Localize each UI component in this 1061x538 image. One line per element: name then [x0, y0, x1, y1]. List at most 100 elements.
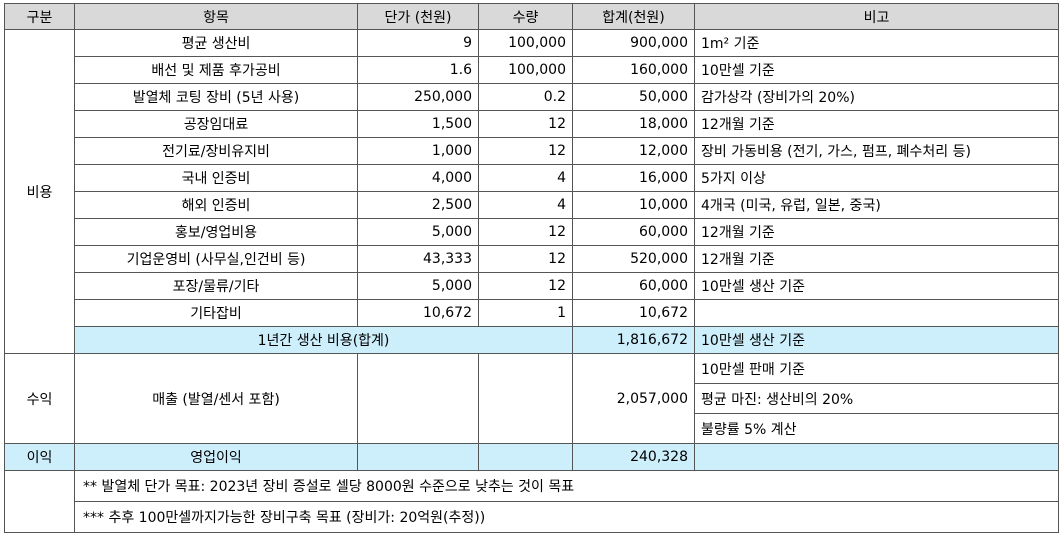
header-category: 구분: [4, 3, 75, 30]
quantity-cell: 12: [478, 272, 573, 300]
unit-price-cell: 250,000: [357, 83, 479, 111]
header-quantity: 수량: [478, 3, 573, 30]
remarks-cell: 5가지 이상: [694, 164, 1059, 192]
item-cell: 국내 인증비: [74, 164, 358, 192]
unit-price-cell: 2,500: [357, 191, 479, 219]
cost-table: 구분 항목 단가 (천원) 수량 합계(천원) 비고 비용 평균 생산비 9 1…: [4, 3, 1059, 533]
item-cell: 배선 및 제품 후가공비: [74, 56, 358, 84]
item-cell: 공장임대료: [74, 110, 358, 138]
revenue-unit-price-empty: [357, 353, 479, 444]
table-row: 홍보/영업비용 5,000 12 60,000 12개월 기준: [5, 218, 1059, 246]
revenue-total: 2,057,000: [572, 353, 695, 444]
remarks-cell: 12개월 기준: [694, 110, 1059, 138]
remarks-cell: 12개월 기준: [694, 218, 1059, 246]
revenue-quantity-empty: [478, 353, 573, 444]
revenue-remarks: 평균 마진: 생산비의 20%: [694, 383, 1059, 414]
remarks-cell: 10만셀 기준: [694, 56, 1059, 84]
revenue-row: 불량률 5% 계산: [5, 413, 1059, 444]
item-cell: 기타잡비: [74, 299, 358, 327]
footnote-text: *** 추후 100만셀까지가능한 장비구축 목표 (장비가: 20억원(추정)…: [74, 501, 1059, 533]
quantity-cell: 1: [478, 299, 573, 327]
footnote-row: ** 발열체 단가 목표: 2023년 장비 증설로 셀당 8000원 수준으로…: [4, 470, 1059, 533]
table-row: 전기료/장비유지비 1,000 12 12,000 장비 가동비용 (전기, 가…: [5, 137, 1059, 165]
total-cell: 160,000: [572, 56, 695, 84]
profit-item: 영업이익: [74, 443, 358, 471]
footnote-category-empty: [4, 470, 75, 533]
remarks-cell: 10만셀 생산 기준: [694, 272, 1059, 300]
revenue-remarks: 10만셀 판매 기준: [694, 353, 1059, 384]
remarks-cell: [694, 299, 1059, 327]
table-row: 국내 인증비 4,000 4 16,000 5가지 이상: [5, 164, 1059, 192]
unit-price-cell: 43,333: [357, 245, 479, 273]
total-cell: 10,000: [572, 191, 695, 219]
unit-price-cell: 1,500: [357, 110, 479, 138]
revenue-item: 매출 (발열/센서 포함): [74, 353, 358, 444]
profit-row: 이익 영업이익 240,328: [4, 443, 1059, 471]
quantity-cell: 100,000: [478, 56, 573, 84]
revenue-row: 평균 마진: 생산비의 20%: [5, 383, 1059, 414]
subtotal-remarks: 10만셀 생산 기준: [694, 326, 1059, 354]
header-total: 합계(천원): [572, 3, 695, 30]
total-cell: 50,000: [572, 83, 695, 111]
remarks-cell: 감가상각 (장비가의 20%): [694, 83, 1059, 111]
profit-section-label: 이익: [4, 443, 75, 471]
header-remarks: 비고: [694, 3, 1059, 30]
subtotal-label: 1년간 생산 비용(합계): [74, 326, 573, 354]
table-row: 공장임대료 1,500 12 18,000 12개월 기준: [5, 110, 1059, 138]
unit-price-cell: 1,000: [357, 137, 479, 165]
footnote-text: ** 발열체 단가 목표: 2023년 장비 증설로 셀당 8000원 수준으로…: [74, 470, 1059, 502]
table-row: 기업운영비 (사무실,인건비 등) 43,333 12 520,000 12개월…: [5, 245, 1059, 273]
item-cell: 발열체 코팅 장비 (5년 사용): [74, 83, 358, 111]
quantity-cell: 12: [478, 137, 573, 165]
remarks-cell: 장비 가동비용 (전기, 가스, 펌프, 폐수처리 등): [694, 137, 1059, 165]
item-cell: 전기료/장비유지비: [74, 137, 358, 165]
profit-quantity-empty: [478, 443, 573, 471]
item-cell: 홍보/영업비용: [74, 218, 358, 246]
profit-remarks-empty: [694, 443, 1059, 471]
header-row: 구분 항목 단가 (천원) 수량 합계(천원) 비고: [4, 3, 1059, 30]
table-row: 비용 평균 생산비 9 100,000 900,000 1m² 기준: [4, 29, 1059, 354]
quantity-cell: 12: [478, 218, 573, 246]
revenue-row: 수익 매출 (발열/센서 포함) 2,057,000 10만셀 판매 기준: [4, 353, 1059, 444]
item-cell: 기업운영비 (사무실,인건비 등): [74, 245, 358, 273]
revenue-section-label: 수익: [4, 353, 75, 444]
header-unit-price: 단가 (천원): [357, 3, 479, 30]
profit-total: 240,328: [572, 443, 695, 471]
total-cell: 900,000: [572, 29, 695, 57]
total-cell: 60,000: [572, 218, 695, 246]
unit-price-cell: 9: [357, 29, 479, 57]
total-cell: 16,000: [572, 164, 695, 192]
subtotal-total: 1,816,672: [572, 326, 695, 354]
unit-price-cell: 5,000: [357, 272, 479, 300]
cost-section-label: 비용: [4, 29, 75, 354]
remarks-cell: 4개국 (미국, 유럽, 일본, 중국): [694, 191, 1059, 219]
quantity-cell: 12: [478, 110, 573, 138]
total-cell: 18,000: [572, 110, 695, 138]
unit-price-cell: 1.6: [357, 56, 479, 84]
table-row: 발열체 코팅 장비 (5년 사용) 250,000 0.2 50,000 감가상…: [5, 83, 1059, 111]
table-row: 배선 및 제품 후가공비 1.6 100,000 160,000 10만셀 기준: [5, 56, 1059, 84]
footnote-row: *** 추후 100만셀까지가능한 장비구축 목표 (장비가: 20억원(추정)…: [5, 501, 1059, 533]
subtotal-row: 1년간 생산 비용(합계) 1,816,672 10만셀 생산 기준: [5, 326, 1059, 354]
total-cell: 12,000: [572, 137, 695, 165]
unit-price-cell: 4,000: [357, 164, 479, 192]
quantity-cell: 4: [478, 191, 573, 219]
item-cell: 평균 생산비: [74, 29, 358, 57]
quantity-cell: 4: [478, 164, 573, 192]
table-row: 포장/물류/기타 5,000 12 60,000 10만셀 생산 기준: [5, 272, 1059, 300]
header-item: 항목: [74, 3, 358, 30]
total-cell: 10,672: [572, 299, 695, 327]
quantity-cell: 0.2: [478, 83, 573, 111]
table-row: 기타잡비 10,672 1 10,672: [5, 299, 1059, 327]
total-cell: 520,000: [572, 245, 695, 273]
unit-price-cell: 10,672: [357, 299, 479, 327]
unit-price-cell: 5,000: [357, 218, 479, 246]
remarks-cell: 12개월 기준: [694, 245, 1059, 273]
quantity-cell: 12: [478, 245, 573, 273]
quantity-cell: 100,000: [478, 29, 573, 57]
revenue-remarks: 불량률 5% 계산: [694, 413, 1059, 444]
remarks-cell: 1m² 기준: [694, 29, 1059, 57]
table-row: 해외 인증비 2,500 4 10,000 4개국 (미국, 유럽, 일본, 중…: [5, 191, 1059, 219]
item-cell: 포장/물류/기타: [74, 272, 358, 300]
profit-unit-price-empty: [357, 443, 479, 471]
